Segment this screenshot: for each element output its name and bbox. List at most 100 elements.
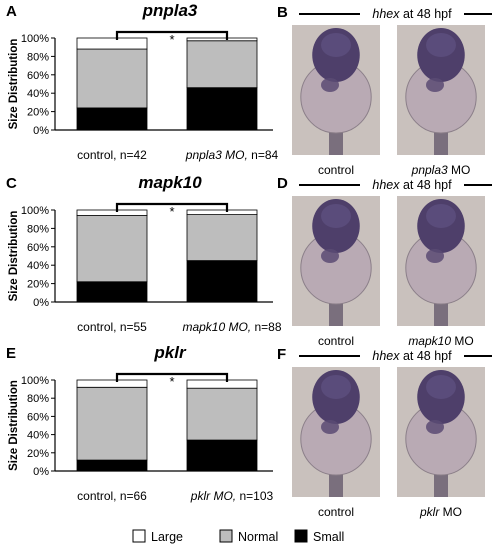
y-tick-label: 20% — [27, 448, 49, 460]
bar-normal-1 — [76, 48, 148, 109]
y-tick-label: 40% — [27, 88, 49, 100]
legend-label-large: Large — [151, 530, 183, 544]
y-tick-label: 40% — [27, 260, 49, 272]
category-label-control: control, n=55 — [77, 320, 147, 334]
significance-bracket — [115, 372, 229, 382]
embryo-head-highlight — [426, 33, 456, 57]
caption-morphant: pklr MO — [419, 505, 462, 519]
significance-bracket — [115, 202, 229, 212]
embryo-image-control: control — [292, 196, 380, 348]
liver-stain — [321, 420, 339, 434]
liver-stain — [321, 249, 339, 263]
y-tick-label: 40% — [27, 430, 49, 442]
embryo-head-highlight — [321, 204, 351, 228]
panel-letter: A — [6, 3, 17, 20]
embryo-head-highlight — [426, 375, 456, 399]
caption-control: control — [318, 163, 354, 177]
y-tick-label: 60% — [27, 242, 49, 254]
liver-stain — [321, 78, 339, 92]
bar-normal-2 — [186, 40, 258, 89]
bar-large-1 — [76, 209, 148, 216]
panel-letter: C — [6, 175, 17, 192]
panel-letter: B — [277, 4, 288, 21]
legend-swatch-normal — [219, 529, 233, 543]
bar-normal-2 — [186, 387, 258, 441]
embryo-image-control: control — [292, 25, 380, 177]
y-axis-label: Size Distribution — [8, 380, 20, 471]
image-header: hhex at 48 hpf — [372, 349, 452, 363]
category-label-morphant: pnpla3 MO, n=84 — [185, 148, 279, 162]
bar-small-1 — [76, 107, 148, 131]
legend-swatch-large — [132, 529, 146, 543]
bar-large-2 — [186, 379, 258, 389]
panel-letter: E — [6, 345, 16, 362]
y-tick-label: 60% — [27, 70, 49, 82]
significance-bracket — [115, 30, 229, 40]
caption-morphant: pnpla3 MO — [411, 163, 471, 177]
chart-title: mapk10 — [138, 173, 202, 192]
y-tick-label: 60% — [27, 411, 49, 423]
bar-small-2 — [186, 87, 258, 131]
bar-normal-1 — [76, 215, 148, 283]
embryo-image-morphant: pnpla3 MO — [397, 25, 485, 177]
image-header: hhex at 48 hpf — [372, 178, 452, 192]
bar-small-1 — [76, 281, 148, 303]
category-label-control: control, n=66 — [77, 489, 147, 503]
bar-large-2 — [186, 37, 258, 42]
y-tick-label: 80% — [27, 223, 49, 235]
y-tick-label: 80% — [27, 393, 49, 405]
chart-title: pklr — [153, 343, 187, 362]
legend-label-normal: Normal — [238, 530, 278, 544]
embryo-head-highlight — [321, 375, 351, 399]
caption-control: control — [318, 505, 354, 519]
bar-large-1 — [76, 37, 148, 50]
significance-marker: * — [169, 204, 174, 219]
category-label-morphant: mapk10 MO, n=88 — [182, 320, 281, 334]
liver-stain — [426, 420, 444, 434]
bar-small-2 — [186, 439, 258, 472]
bar-large-1 — [76, 379, 148, 388]
panel-letter: D — [277, 175, 288, 192]
embryo-image-morphant: mapk10 MO — [397, 196, 485, 348]
caption-morphant: mapk10 MO — [408, 334, 473, 348]
bar-small-1 — [76, 459, 148, 472]
bar-large-2 — [186, 209, 258, 215]
y-axis-label: Size Distribution — [8, 211, 20, 302]
embryo-image-morphant: pklr MO — [397, 367, 485, 519]
caption-control: control — [318, 334, 354, 348]
significance-marker: * — [169, 32, 174, 47]
embryo-head-highlight — [321, 33, 351, 57]
legend: Large Normal Small — [132, 529, 344, 544]
category-label-control: control, n=42 — [77, 148, 147, 162]
y-tick-label: 0% — [33, 297, 49, 309]
bar-small-2 — [186, 260, 258, 303]
legend-label-small: Small — [313, 530, 344, 544]
image-header: hhex at 48 hpf — [372, 7, 452, 21]
y-tick-label: 100% — [21, 33, 49, 45]
significance-marker: * — [169, 374, 174, 389]
y-tick-label: 0% — [33, 466, 49, 478]
y-tick-label: 20% — [27, 279, 49, 291]
bar-normal-2 — [186, 214, 258, 262]
y-tick-label: 100% — [21, 375, 49, 387]
y-tick-label: 20% — [27, 107, 49, 119]
embryo-image-control: control — [292, 367, 380, 519]
bar-normal-1 — [76, 386, 148, 461]
y-tick-label: 0% — [33, 125, 49, 137]
panel-letter: F — [277, 346, 286, 363]
legend-swatch-small — [294, 529, 308, 543]
liver-stain — [426, 249, 444, 263]
y-tick-label: 80% — [27, 51, 49, 63]
category-label-morphant: pklr MO, n=103 — [190, 489, 274, 503]
y-axis-label: Size Distribution — [8, 39, 20, 130]
y-tick-label: 100% — [21, 205, 49, 217]
chart-title: pnpla3 — [142, 1, 198, 20]
liver-stain — [426, 78, 444, 92]
